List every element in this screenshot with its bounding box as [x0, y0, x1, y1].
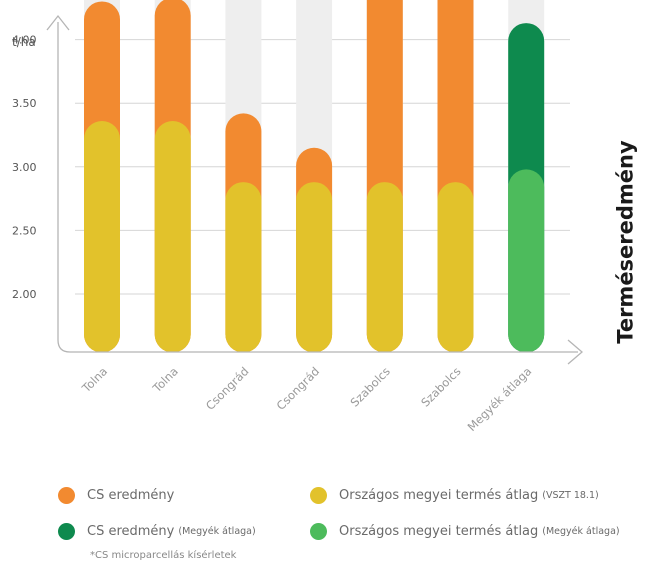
- bars: [84, 0, 545, 353]
- bar-national-average: [84, 121, 120, 353]
- y-tick-label: 3.50: [12, 97, 37, 110]
- axes: [46, 14, 583, 365]
- bar-national-average: [366, 182, 403, 353]
- footnote: *CS microparcellás kísérletek: [90, 550, 237, 561]
- legend-label: Országos megyei termés átlag: [339, 488, 539, 503]
- x-tick-label: Csongrád: [274, 364, 323, 413]
- y-unit-label: t/ha: [12, 35, 36, 49]
- chart-title-container: Terméseredmény: [606, 112, 646, 372]
- y-tick-label: 3.00: [12, 161, 37, 174]
- legend-item-cs-result-county-average: CS eredmény (Megyék átlaga): [58, 523, 256, 540]
- y-axis-arrow: [46, 14, 70, 31]
- bar-national-average: [225, 182, 262, 353]
- x-tick-label: Szabolcs: [418, 364, 463, 409]
- bar-national-average: [437, 182, 474, 353]
- legend-swatch: [58, 487, 75, 504]
- legend-item-national-average-county-average: Országos megyei termés átlag (Megyék átl…: [310, 523, 620, 540]
- legend-label: Országos megyei termés átlag: [339, 524, 539, 539]
- legend-note: (Megyék átlaga): [542, 526, 620, 537]
- x-tick-label: Megyék átlaga: [465, 364, 535, 434]
- legend-note: (Megyék átlaga): [178, 526, 256, 537]
- y-tick-label: 2.50: [12, 224, 37, 237]
- legend-label: CS eredmény: [87, 524, 175, 539]
- bar-national-average: [508, 169, 545, 353]
- x-tick-label: Tolna: [149, 364, 181, 396]
- legend-swatch: [310, 487, 327, 504]
- chart-title: Terméseredmény: [614, 140, 638, 344]
- y-tick-labels: 2.002.503.003.504.004.505.00: [12, 34, 37, 301]
- x-axis-arrow: [567, 339, 583, 365]
- x-tick-label: Tolna: [79, 364, 111, 396]
- x-tick-labels: Tolna Tolna Csongrád Csongrád Szabolcs Szabol…: [79, 364, 535, 434]
- bar-national-average: [154, 121, 191, 353]
- y-tick-label: 4.00: [12, 34, 37, 47]
- bar-national-average: [296, 182, 333, 353]
- x-tick-label: Csongrád: [203, 364, 252, 413]
- legend-swatch: [58, 523, 75, 540]
- legend-note: (VSZT 18.1): [542, 490, 599, 501]
- legend-label: CS eredmény: [87, 488, 175, 503]
- y-tick-label: 2.00: [12, 288, 37, 301]
- y-axis-line: [57, 22, 578, 353]
- legend-swatch: [310, 523, 327, 540]
- legend-item-cs-result: CS eredmény: [58, 487, 174, 504]
- legend-item-national-average: Országos megyei termés átlag (VSZT 18.1): [310, 487, 599, 504]
- x-tick-label: Szabolcs: [348, 364, 393, 409]
